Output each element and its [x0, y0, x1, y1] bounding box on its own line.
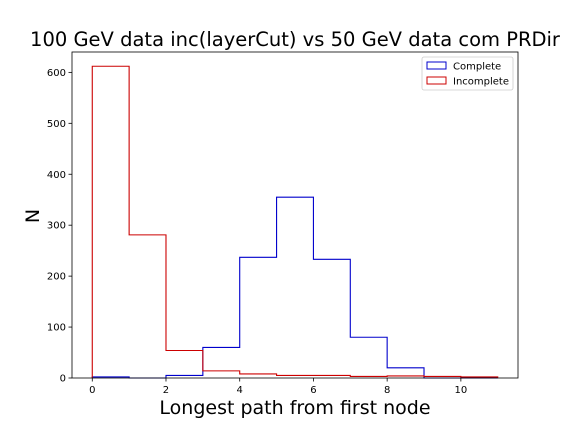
legend: Complete Incomplete: [421, 56, 514, 91]
x-tick-label: 2: [163, 385, 169, 396]
histogram-series-complete: [91, 196, 498, 379]
histogram-series-incomplete: [91, 65, 499, 378]
axes-frame: [71, 51, 519, 379]
plot-area: [91, 65, 499, 379]
x-tick-label: 10: [455, 385, 468, 396]
y-axis-label: N: [22, 209, 44, 223]
y-tick-label: 100: [47, 323, 66, 334]
y-tick-label: 0: [60, 374, 66, 385]
chart-title: 100 GeV data inc(layerCut) vs 50 GeV dat…: [30, 28, 561, 51]
y-tick-label: 600: [47, 68, 66, 79]
legend-swatch-incomplete: [426, 76, 447, 85]
y-tick-label: 400: [47, 170, 66, 181]
x-tick-label: 0: [89, 385, 95, 396]
y-tick-label: 300: [47, 221, 66, 232]
y-tick-label: 200: [47, 272, 66, 283]
x-tick-label: 8: [384, 385, 390, 396]
x-tick-label: 4: [237, 385, 243, 396]
legend-label-complete: Complete: [453, 62, 501, 73]
legend-box: [421, 56, 514, 91]
legend-swatch-complete: [426, 61, 447, 70]
x-axis-label: Longest path from first node: [159, 397, 430, 419]
x-tick-label: 6: [310, 385, 316, 396]
y-tick-label: 500: [47, 119, 66, 130]
legend-label-incomplete: Incomplete: [453, 77, 509, 88]
